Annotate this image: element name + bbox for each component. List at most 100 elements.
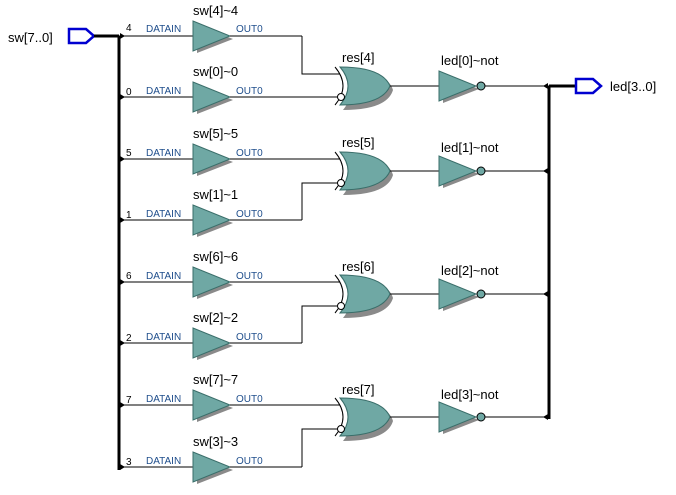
output-bus-arrow <box>543 414 548 420</box>
inverter-led3: led[3]~not <box>438 387 549 434</box>
out0-pin-label: OUT0 <box>236 86 263 97</box>
inverter-symbol <box>438 70 478 102</box>
bus-tap-arrow <box>120 33 125 39</box>
inverter-symbol <box>438 278 478 310</box>
buffer-symbol <box>192 327 232 359</box>
inverter-name: led[3]~not <box>441 387 499 402</box>
input-port-label: sw[7..0] <box>8 30 53 45</box>
inverter-led1: led[1]~not <box>438 140 549 188</box>
bus-bit-label: 3 <box>126 457 132 468</box>
buffer-symbol <box>192 204 232 236</box>
buffer-symbol <box>192 451 232 483</box>
xor-gate-res6: res[6] <box>334 259 439 318</box>
buffer-input-5: 5 DATAIN sw[5]~5 OUT0 <box>119 126 340 176</box>
bus-bit-label: 2 <box>126 333 132 344</box>
bus-bit-label: 6 <box>126 271 132 282</box>
datain-pin-label: DATAIN <box>146 24 181 35</box>
inverter-symbol <box>438 155 478 187</box>
datain-pin-label: DATAIN <box>146 148 181 159</box>
xor-gate-name: res[7] <box>342 382 375 397</box>
xor-gate-symbol <box>338 274 391 314</box>
xor-gate-res5: res[5] <box>334 135 439 195</box>
buffer-symbol <box>192 266 232 298</box>
buffer-input-6: 6 DATAIN sw[6]~6 OUT0 <box>119 249 340 299</box>
xor-inversion-bubble <box>337 179 345 187</box>
buffer-symbol <box>192 20 232 52</box>
datain-pin-label: DATAIN <box>146 209 181 220</box>
datain-pin-label: DATAIN <box>146 394 181 405</box>
input-port: sw[7..0] <box>8 27 96 45</box>
buffer-name: sw[4]~4 <box>193 3 238 18</box>
buffer-input-0: 0 DATAIN sw[0]~0 OUT0 <box>119 64 340 114</box>
xor-gate-symbol <box>338 397 391 437</box>
buffer-input-1: 1 DATAIN sw[1]~1 OUT0 <box>119 187 302 237</box>
xor-gate-res7: res[7] <box>334 382 439 441</box>
out0-pin-label: OUT0 <box>236 456 263 467</box>
inverter-bubble <box>476 166 486 176</box>
inverter-led2: led[2]~not <box>438 263 549 311</box>
output-bus-arrow <box>543 83 548 89</box>
inverter-name: led[1]~not <box>441 140 499 155</box>
xor-input-route-3 <box>301 428 340 467</box>
bus-bit-label: 1 <box>126 210 132 221</box>
out0-pin-label: OUT0 <box>236 148 263 159</box>
buffer-name: sw[7]~7 <box>193 372 238 387</box>
bus-tap-arrow <box>120 94 125 100</box>
buffer-input-7: 7 DATAIN sw[7]~7 OUT0 <box>119 372 340 422</box>
buffer-input-3: 3 DATAIN sw[3]~3 OUT0 <box>119 434 302 484</box>
xor-input-curve <box>334 66 344 106</box>
bus-tap-arrow <box>120 156 125 162</box>
xor-input-route-0 <box>301 36 340 75</box>
buffer-name: sw[5]~5 <box>193 126 238 141</box>
xor-gate-name: res[5] <box>342 135 375 150</box>
bus-bit-label: 7 <box>126 395 132 406</box>
xor-input-route-1 <box>301 182 340 220</box>
bus-tap-arrow <box>120 340 125 346</box>
xor-input-curve <box>334 151 344 191</box>
datain-pin-label: DATAIN <box>146 456 181 467</box>
bus-tap-arrow <box>120 217 125 223</box>
bus-tap-arrow <box>120 402 125 408</box>
bus-bit-label: 5 <box>126 148 132 159</box>
xor-gate-name: res[4] <box>342 50 375 65</box>
xor-input-curve <box>334 274 344 314</box>
inverter-symbol <box>438 401 478 433</box>
input-port-symbol <box>67 27 96 45</box>
buffer-input-2: 2 DATAIN sw[2]~2 OUT0 <box>119 310 302 360</box>
xor-gate-symbol <box>338 66 391 106</box>
inverter-name: led[0]~not <box>441 53 499 68</box>
inverter-bubble <box>476 412 486 422</box>
bus-tap-arrow <box>120 279 125 285</box>
output-port: led[3..0] <box>574 77 656 95</box>
output-port-symbol <box>574 77 603 95</box>
bus-bit-label: 4 <box>126 23 132 34</box>
xor-gate-name: res[6] <box>342 259 375 274</box>
bus-bit-label: 0 <box>126 87 132 98</box>
xor-inversion-bubble <box>337 425 345 433</box>
buffer-symbol <box>192 389 232 421</box>
out0-pin-label: OUT0 <box>236 271 263 282</box>
out0-pin-label: OUT0 <box>236 24 263 35</box>
buffer-name: sw[0]~0 <box>193 64 238 79</box>
bus-tap-arrow <box>120 464 125 470</box>
output-port-label: led[3..0] <box>610 79 656 94</box>
out0-pin-label: OUT0 <box>236 332 263 343</box>
buffer-name: sw[2]~2 <box>193 310 238 325</box>
buffer-name: sw[1]~1 <box>193 187 238 202</box>
buffer-name: sw[3]~3 <box>193 434 238 449</box>
xor-input-route-2 <box>301 305 340 343</box>
out0-pin-label: OUT0 <box>236 394 263 405</box>
xor-inversion-bubble <box>337 93 345 101</box>
xor-gate-symbol <box>338 151 391 191</box>
inverter-bubble <box>476 289 486 299</box>
datain-pin-label: DATAIN <box>146 86 181 97</box>
xor-gate-res4: res[4] <box>334 50 439 110</box>
out0-pin-label: OUT0 <box>236 209 263 220</box>
datain-pin-label: DATAIN <box>146 332 181 343</box>
buffer-symbol <box>192 143 232 175</box>
inverter-led0: led[0]~not <box>438 53 549 103</box>
inverter-bubble <box>476 81 486 91</box>
output-bus-arrow <box>543 291 548 297</box>
output-bus-arrow <box>543 168 548 174</box>
